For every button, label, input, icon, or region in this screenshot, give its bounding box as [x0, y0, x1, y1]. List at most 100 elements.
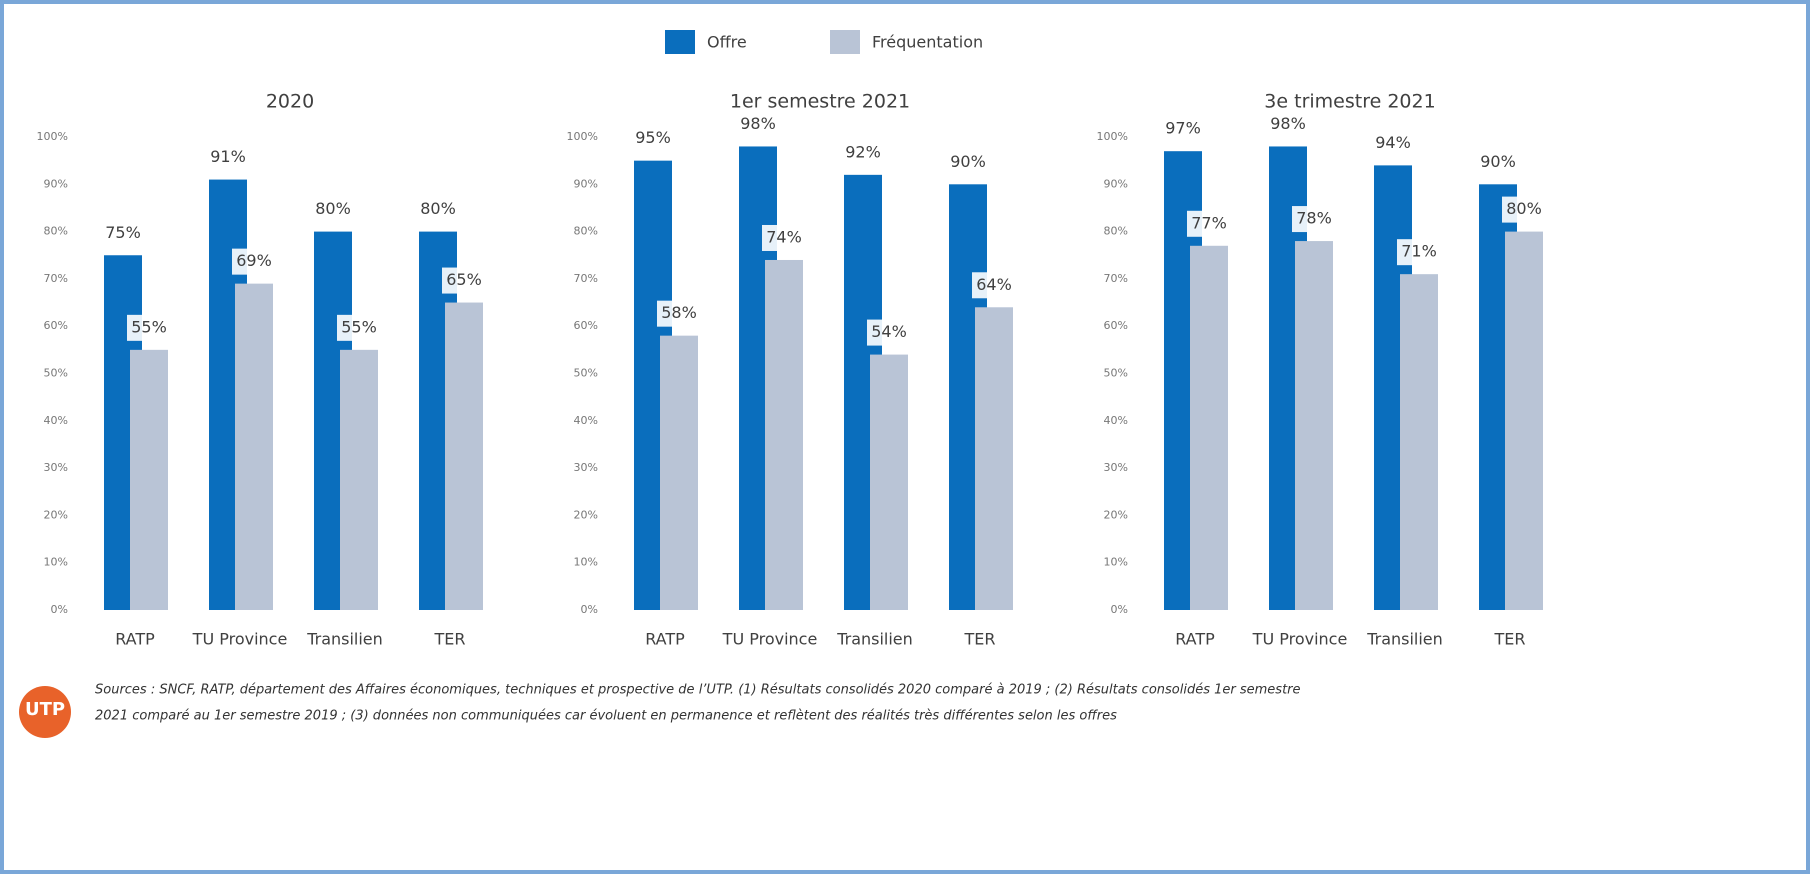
- value-label: 80%: [315, 199, 351, 218]
- value-label: 58%: [661, 303, 697, 322]
- y-tick-label: 80%: [44, 225, 68, 238]
- value-label: 91%: [210, 147, 246, 166]
- y-tick-label: 20%: [44, 508, 68, 521]
- label-bg: [337, 314, 381, 341]
- legend-swatch: [665, 30, 695, 54]
- value-label: 78%: [1296, 209, 1332, 228]
- y-tick-label: 70%: [44, 272, 68, 285]
- x-tick-label: TER: [434, 630, 466, 649]
- y-tick-label: 30%: [1104, 461, 1128, 474]
- value-label: 92%: [845, 142, 881, 161]
- value-label: 77%: [1191, 213, 1227, 232]
- legend-swatch: [830, 30, 860, 54]
- label-bg: [232, 248, 276, 275]
- y-tick-label: 60%: [574, 319, 598, 332]
- value-label: 90%: [950, 152, 986, 171]
- y-tick-label: 20%: [574, 508, 598, 521]
- y-tick-label: 100%: [1097, 130, 1128, 143]
- x-tick-label: TER: [964, 630, 996, 649]
- y-tick-label: 0%: [51, 603, 68, 616]
- bar: [1295, 241, 1333, 610]
- y-tick-label: 100%: [567, 130, 598, 143]
- value-label: 90%: [1480, 152, 1516, 171]
- y-tick-label: 30%: [574, 461, 598, 474]
- value-label: 54%: [871, 322, 907, 341]
- x-tick-label: Transilien: [836, 630, 913, 649]
- y-tick-label: 70%: [574, 272, 598, 285]
- bar: [445, 302, 483, 610]
- y-tick-label: 10%: [1104, 556, 1128, 569]
- x-tick-label: RATP: [115, 630, 155, 649]
- value-label: 94%: [1375, 133, 1411, 152]
- legend-label: Fréquentation: [872, 33, 983, 52]
- y-tick-label: 50%: [574, 367, 598, 380]
- chart-title: 1er semestre 2021: [730, 91, 910, 113]
- y-tick-label: 20%: [1104, 508, 1128, 521]
- y-tick-label: 100%: [37, 130, 68, 143]
- label-bg: [1397, 239, 1441, 266]
- bar: [340, 349, 378, 610]
- y-tick-label: 30%: [44, 461, 68, 474]
- label-bg: [442, 267, 486, 294]
- logo-text: UTP: [25, 699, 65, 720]
- y-tick-label: 40%: [44, 414, 68, 427]
- y-tick-label: 60%: [1104, 319, 1128, 332]
- label-bg: [1292, 206, 1336, 233]
- sources-line: Sources : SNCF, RATP, département des Af…: [95, 683, 1301, 698]
- y-tick-label: 90%: [44, 177, 68, 190]
- y-tick-label: 90%: [574, 177, 598, 190]
- sources-line: 2021 comparé au 1er semestre 2019 ; (3) …: [95, 709, 1117, 724]
- bar: [765, 259, 803, 610]
- x-tick-label: RATP: [1175, 630, 1215, 649]
- value-label: 64%: [976, 275, 1012, 294]
- y-tick-label: 50%: [44, 367, 68, 380]
- bar: [235, 283, 273, 610]
- value-label: 97%: [1165, 119, 1201, 138]
- label-bg: [1502, 196, 1546, 223]
- value-label: 71%: [1401, 242, 1437, 261]
- y-tick-label: 80%: [1104, 225, 1128, 238]
- x-tick-label: RATP: [645, 630, 685, 649]
- bar: [870, 354, 908, 610]
- logo: [19, 686, 71, 738]
- label-bg: [762, 224, 806, 251]
- y-tick-label: 40%: [1104, 414, 1128, 427]
- bar: [130, 349, 168, 610]
- bar: [975, 307, 1013, 610]
- value-label: 69%: [236, 251, 272, 270]
- value-label: 55%: [341, 317, 377, 336]
- legend-label: Offre: [707, 33, 747, 52]
- bar: [1190, 245, 1228, 611]
- label-bg: [1187, 210, 1231, 237]
- value-label: 98%: [740, 114, 776, 133]
- value-label: 98%: [1270, 114, 1306, 133]
- label-bg: [972, 272, 1016, 299]
- value-label: 80%: [1506, 199, 1542, 218]
- y-tick-label: 80%: [574, 225, 598, 238]
- x-tick-label: Transilien: [1366, 630, 1443, 649]
- value-label: 74%: [766, 227, 802, 246]
- y-tick-label: 0%: [581, 603, 598, 616]
- y-tick-label: 50%: [1104, 367, 1128, 380]
- y-tick-label: 90%: [1104, 177, 1128, 190]
- chart-title: 2020: [266, 91, 314, 113]
- y-tick-label: 70%: [1104, 272, 1128, 285]
- x-tick-label: Transilien: [306, 630, 383, 649]
- y-tick-label: 10%: [574, 556, 598, 569]
- x-tick-label: TER: [1494, 630, 1526, 649]
- label-bg: [867, 319, 911, 346]
- value-label: 80%: [420, 199, 456, 218]
- bar: [1400, 274, 1438, 610]
- y-tick-label: 60%: [44, 319, 68, 332]
- value-label: 65%: [446, 270, 482, 289]
- x-tick-label: TU Province: [1252, 630, 1348, 649]
- bar: [1505, 231, 1543, 610]
- y-tick-label: 40%: [574, 414, 598, 427]
- y-tick-label: 10%: [44, 556, 68, 569]
- value-label: 75%: [105, 223, 141, 242]
- label-bg: [657, 300, 701, 327]
- chart-title: 3e trimestre 2021: [1264, 91, 1435, 113]
- value-label: 55%: [131, 317, 167, 336]
